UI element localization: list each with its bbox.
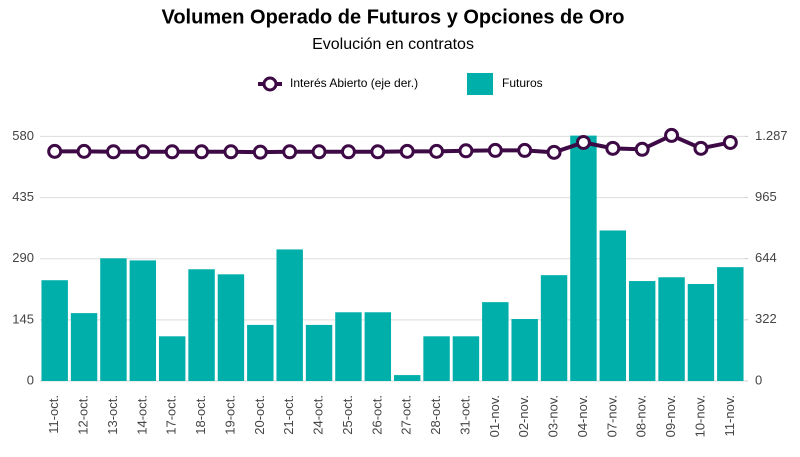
- line-marker: [340, 144, 356, 160]
- x-tick-label: 25-oct.: [340, 395, 355, 435]
- y-tick-label: 435: [12, 189, 34, 204]
- bar: [658, 277, 685, 381]
- x-tick-label: 11-nov.: [722, 395, 737, 436]
- y-tick-label: 145: [12, 311, 34, 326]
- x-tick-label: 03-nov.: [546, 395, 561, 437]
- bar: [628, 281, 656, 381]
- line-marker: [487, 142, 503, 158]
- bar: [158, 336, 186, 381]
- bar: [423, 336, 450, 381]
- x-tick-label: 20-oct.: [252, 395, 267, 435]
- y2-tick-label: 0: [755, 372, 762, 387]
- bar: [247, 324, 274, 381]
- bar: [511, 319, 538, 381]
- y2-tick-label: 1.287: [755, 128, 788, 143]
- bar: [129, 260, 157, 381]
- x-tick-label: 19-oct.: [222, 395, 237, 435]
- x-tick-label: 12-oct.: [76, 395, 91, 435]
- line-marker: [252, 144, 268, 160]
- line-marker: [458, 143, 474, 159]
- bar: [540, 275, 568, 381]
- line-marker: [47, 143, 63, 159]
- y-tick-label: 0: [27, 372, 34, 387]
- bar: [393, 375, 421, 381]
- y2-tick-label: 965: [755, 189, 777, 204]
- bar: [364, 312, 392, 381]
- x-tick-label: 28-oct.: [428, 395, 443, 435]
- line-marker: [517, 142, 533, 158]
- legend-swatch: [467, 73, 493, 95]
- bar: [217, 274, 245, 381]
- x-tick-label: 13-oct.: [105, 395, 120, 435]
- bar: [482, 302, 509, 381]
- x-tick-label: 26-oct.: [369, 395, 384, 435]
- legend-label: Interés Abierto (eje der.): [290, 76, 418, 90]
- line-marker: [164, 144, 180, 160]
- y-tick-label: 290: [12, 250, 34, 265]
- chart-title: Volumen Operado de Futuros y Opciones de…: [161, 6, 624, 28]
- x-tick-label: 01-nov.: [487, 395, 502, 437]
- x-tick-label: 27-oct.: [399, 395, 414, 435]
- line-marker: [399, 143, 415, 159]
- bar: [570, 135, 597, 381]
- x-tick-label: 17-oct.: [164, 395, 179, 435]
- x-tick-label: 02-nov.: [516, 395, 531, 437]
- x-tick-label: 21-oct.: [281, 395, 296, 435]
- line-marker: [693, 140, 709, 156]
- line-marker: [429, 143, 445, 159]
- line-marker: [634, 141, 650, 157]
- bar: [276, 249, 303, 381]
- x-tick-label: 14-oct.: [134, 395, 149, 435]
- x-tick-label: 09-nov.: [663, 395, 678, 437]
- legend: Interés Abierto (eje der.) Futuros: [258, 73, 543, 95]
- x-tick-label: 11-oct.: [46, 395, 61, 434]
- legend-marker: [262, 76, 278, 92]
- x-tick-label: 31-oct.: [457, 395, 472, 435]
- line: [54, 133, 731, 155]
- line-marker: [370, 144, 386, 160]
- line-marker: [223, 144, 239, 160]
- line-marker: [105, 144, 121, 160]
- line-marker: [76, 143, 92, 159]
- bar: [717, 267, 744, 381]
- x-tick-label: 18-oct.: [193, 395, 208, 435]
- bar: [452, 336, 480, 381]
- line-marker: [311, 144, 327, 160]
- bar: [100, 258, 127, 381]
- bar: [41, 280, 68, 381]
- y2-tick-label: 322: [755, 311, 777, 326]
- line-marker: [575, 134, 591, 150]
- line-marker: [605, 140, 621, 156]
- line-marker: [546, 144, 562, 160]
- bar: [70, 313, 98, 381]
- x-tick-label: 04-nov.: [575, 395, 590, 437]
- bar: [599, 230, 627, 381]
- x-tick-label: 10-nov.: [692, 395, 707, 437]
- line-marker: [282, 144, 298, 160]
- bar: [335, 312, 362, 381]
- legend-label: Futuros: [502, 76, 543, 90]
- bar: [305, 324, 333, 381]
- chart-subtitle: Evolución en contratos: [312, 36, 474, 53]
- x-tick-label: 07-nov.: [604, 395, 619, 437]
- y-tick-label: 580: [12, 128, 34, 143]
- line-marker: [664, 127, 680, 143]
- x-tick-label: 08-nov.: [634, 395, 649, 437]
- line-marker: [135, 144, 151, 160]
- x-tick-label: 24-oct.: [311, 395, 326, 435]
- line-marker: [194, 144, 210, 160]
- line-marker: [722, 134, 738, 150]
- bar: [687, 284, 715, 381]
- bar: [188, 269, 215, 381]
- y2-tick-label: 644: [755, 250, 777, 265]
